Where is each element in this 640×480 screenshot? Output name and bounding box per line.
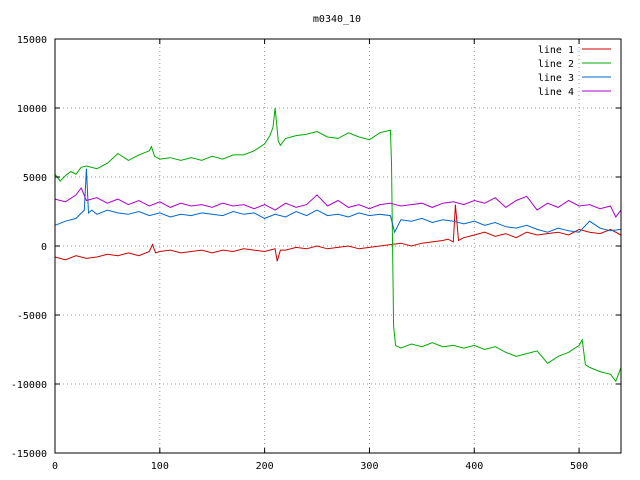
legend-label: line 1 (538, 45, 574, 56)
x-tick-label: 500 (570, 461, 588, 472)
grid-lines (55, 39, 621, 453)
legend-label: line 2 (538, 59, 574, 70)
y-tick-label: 10000 (17, 104, 47, 115)
legend-label: line 3 (538, 73, 574, 84)
legend-label: line 4 (538, 87, 574, 98)
series-line-2 (54, 107, 622, 383)
x-tick-label: 200 (256, 461, 274, 472)
y-tick-label: 5000 (23, 173, 47, 184)
y-tick-label: 0 (41, 242, 47, 253)
series-line-3 (54, 168, 622, 234)
chart-title: m0340_10 (313, 14, 361, 25)
series-lines (54, 107, 622, 383)
y-tick-label: 15000 (17, 35, 47, 46)
y-tick-label: -5000 (17, 311, 47, 322)
x-tick-label: 100 (151, 461, 169, 472)
y-tick-label: -15000 (11, 449, 47, 460)
axis-ticks: 0 100 200 300 400 500 -15000 -10000 -5000 0 5000 10… (11, 35, 621, 472)
y-tick-label: -10000 (11, 380, 47, 391)
series-line-4 (54, 187, 622, 218)
legend: line 1 line 2 line 3 line 4 (538, 45, 611, 98)
x-tick-label: 400 (465, 461, 483, 472)
x-tick-label: 0 (52, 461, 58, 472)
x-tick-label: 300 (360, 461, 378, 472)
series-line-1 (54, 204, 622, 262)
